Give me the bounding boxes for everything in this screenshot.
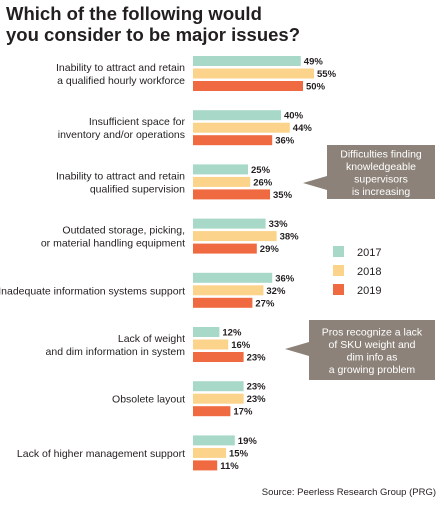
value-label: 25% <box>251 165 271 176</box>
value-label: 35% <box>273 190 293 201</box>
bar-2019 <box>193 297 253 308</box>
annotation-text: knowledgeable <box>346 161 416 173</box>
value-label: 44% <box>293 123 313 134</box>
source-note: Source: Peerless Research Group (PRG) <box>262 487 436 498</box>
bar-2018 <box>193 393 244 404</box>
category-label: Insufficient space for <box>89 116 186 128</box>
annotation-text: Difficulties finding <box>340 148 422 160</box>
legend-label-2017: 2017 <box>357 247 381 259</box>
value-label: 49% <box>304 57 324 68</box>
category-label: Obsolete layout <box>112 394 185 406</box>
bar-2019 <box>193 243 257 254</box>
bar-2019 <box>193 81 303 91</box>
value-label: 50% <box>306 82 326 93</box>
value-label: 11% <box>220 461 239 472</box>
category-label: Lack of weight <box>118 333 185 345</box>
legend-swatch-2019 <box>333 284 344 295</box>
category-label: Inadequate information systems support <box>0 285 185 297</box>
annotation-callout <box>285 320 435 380</box>
annotation-text: a growing problem <box>329 364 416 376</box>
bar-2018 <box>193 68 314 79</box>
category-label: qualified supervision <box>90 183 185 195</box>
bar-2017 <box>193 381 244 392</box>
value-label: 15% <box>229 448 249 459</box>
category-label: or material handling equipment <box>41 238 185 250</box>
category-label: inventory and/or operations <box>58 129 185 141</box>
value-label: 16% <box>231 340 251 351</box>
bar-2019 <box>193 189 270 200</box>
bar-2019 <box>193 406 231 417</box>
value-label: 36% <box>275 136 295 147</box>
bar-2018 <box>193 176 251 187</box>
value-label: 12% <box>222 328 242 339</box>
bar-2018 <box>193 231 277 242</box>
category-label: Outdated storage, picking, <box>62 225 185 237</box>
legend-swatch-2017 <box>333 246 344 257</box>
value-label: 38% <box>280 232 300 243</box>
bar-2017 <box>193 110 281 121</box>
category-label: and dim information in system <box>46 346 186 358</box>
value-label: 23% <box>247 394 267 405</box>
category-label: Inability to attract and retain <box>56 62 185 74</box>
bar-2019 <box>193 135 273 146</box>
value-label: 29% <box>260 244 280 255</box>
legend-label-2018: 2018 <box>357 266 381 278</box>
value-label: 19% <box>238 436 258 447</box>
value-label: 23% <box>247 353 267 364</box>
bar-2017 <box>193 56 301 66</box>
bar-2018 <box>193 285 264 296</box>
title-line-2: you consider to be major issues? <box>6 24 301 45</box>
chart-title: Which of the following would you conside… <box>6 3 436 45</box>
value-label: 26% <box>253 177 273 188</box>
annotation-callout <box>303 145 435 199</box>
bar-2019 <box>193 352 244 362</box>
title-line-1: Which of the following would <box>6 3 262 24</box>
category-label: a qualified hourly workforce <box>57 75 185 87</box>
annotation-text: supervisors <box>354 173 408 185</box>
bar-2017 <box>193 272 273 283</box>
bar-2017 <box>193 435 235 446</box>
bar-2017 <box>193 164 248 175</box>
value-label: 36% <box>275 273 295 284</box>
legend-swatch-2018 <box>333 265 344 276</box>
bar-2018 <box>193 122 290 133</box>
category-label: Inability to attract and retain <box>56 170 185 182</box>
bar-2018 <box>193 447 226 458</box>
value-label: 33% <box>269 219 289 230</box>
bar-2017 <box>193 218 266 229</box>
legend-label-2019: 2019 <box>357 285 381 297</box>
value-label: 40% <box>284 111 304 122</box>
category-label: Lack of higher management support <box>17 448 185 460</box>
annotation-text: is increasing <box>352 186 411 198</box>
value-label: 23% <box>247 382 267 393</box>
value-label: 17% <box>233 407 253 418</box>
bar-2019 <box>193 460 218 471</box>
annotation-text: of SKU weight and <box>329 339 416 351</box>
value-label: 55% <box>317 69 337 80</box>
value-label: 27% <box>255 298 275 309</box>
annotation-text: Pros recognize a lack <box>322 326 423 338</box>
bar-2017 <box>193 327 220 337</box>
annotation-text: dim info as <box>347 351 398 363</box>
bar-2018 <box>193 339 229 350</box>
value-label: 32% <box>266 286 286 297</box>
